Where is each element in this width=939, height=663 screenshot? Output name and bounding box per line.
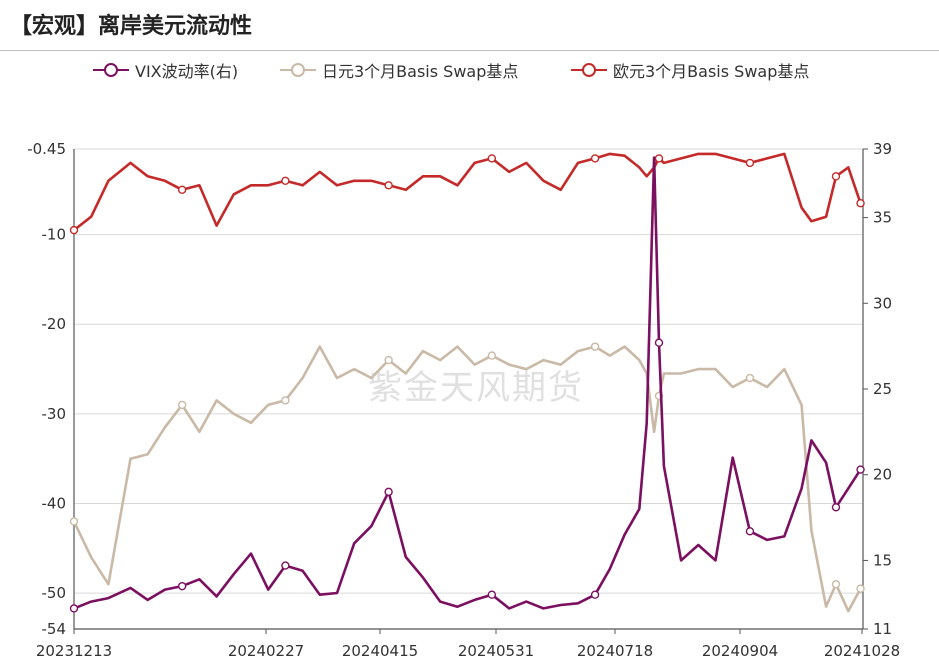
series-line-jpy bbox=[72, 345, 862, 613]
x-tick-label: 20241028 bbox=[824, 642, 900, 660]
data-point-eur bbox=[831, 172, 841, 181]
legend-label-eur: 欧元3个月Basis Swap基点 bbox=[613, 62, 810, 81]
legend-label-jpy: 日元3个月Basis Swap基点 bbox=[322, 62, 519, 81]
y-left-tick-label: -10 bbox=[42, 226, 67, 244]
y-left-tick-label: -54 bbox=[42, 620, 67, 638]
legend-label-vix: VIX波动率(右) bbox=[135, 62, 239, 81]
series-line-vix bbox=[73, 156, 862, 610]
data-point-eur bbox=[281, 176, 290, 186]
data-point-eur bbox=[590, 154, 600, 163]
data-point-vix bbox=[654, 338, 664, 347]
y-right-tick-label: 25 bbox=[873, 380, 892, 398]
legend-marker-eur bbox=[571, 63, 607, 77]
x-tick-label: 20240718 bbox=[577, 642, 653, 660]
chart-legend: VIX波动率(右) 日元3个月Basis Swap基点 欧元3个月Basis S… bbox=[0, 58, 939, 84]
data-point-vix bbox=[69, 604, 79, 613]
x-tick-label: 20240904 bbox=[702, 642, 778, 660]
legend-circle-vix bbox=[104, 63, 118, 77]
data-point-eur bbox=[177, 185, 187, 194]
y-right-tick-label: 30 bbox=[873, 294, 892, 312]
y-right-tick-label: 20 bbox=[873, 466, 892, 484]
watermark: 紫金天风期货 bbox=[368, 368, 584, 408]
y-left-tick-label: -40 bbox=[42, 495, 67, 513]
data-point-jpy bbox=[831, 579, 841, 589]
legend-marker-jpy bbox=[280, 63, 316, 77]
data-point-jpy bbox=[69, 517, 79, 526]
data-point-vix bbox=[487, 590, 497, 599]
legend-item-eur[interactable]: 欧元3个月Basis Swap基点 bbox=[571, 58, 809, 82]
data-point-eur bbox=[384, 181, 393, 190]
x-tick-label: 20240531 bbox=[458, 642, 534, 660]
x-tick-label: 20240227 bbox=[228, 642, 304, 660]
data-point-jpy bbox=[177, 400, 187, 410]
data-point-vix bbox=[745, 527, 755, 536]
data-point-eur bbox=[745, 158, 755, 168]
data-point-eur bbox=[654, 154, 664, 163]
x-tick-label: 20231213 bbox=[36, 642, 112, 660]
data-point-eur bbox=[69, 225, 79, 235]
data-point-jpy bbox=[745, 373, 755, 383]
data-point-vix bbox=[281, 561, 290, 570]
legend-circle-jpy bbox=[291, 63, 305, 77]
data-point-vix bbox=[831, 503, 841, 512]
series-line-eur bbox=[73, 152, 862, 232]
y-left-tick-label: -30 bbox=[42, 405, 67, 423]
page-title: 【宏观】离岸美元流动性 bbox=[10, 14, 253, 39]
data-point-jpy bbox=[384, 355, 393, 365]
data-point-vix bbox=[856, 465, 865, 474]
y-right-tick-label: 39 bbox=[873, 140, 892, 158]
data-point-vix bbox=[384, 487, 393, 497]
y-left-tick-label: -20 bbox=[42, 315, 67, 333]
data-point-jpy bbox=[856, 584, 865, 593]
legend-item-jpy[interactable]: 日元3个月Basis Swap基点 bbox=[280, 58, 518, 82]
y-right-tick-label: 35 bbox=[873, 209, 892, 227]
legend-circle-eur bbox=[582, 63, 596, 77]
data-point-jpy bbox=[487, 351, 497, 360]
y-left-tick-label: -0.45 bbox=[27, 140, 66, 158]
data-point-eur bbox=[856, 199, 865, 208]
data-point-eur bbox=[487, 154, 497, 163]
data-point-jpy bbox=[281, 396, 290, 405]
title-divider bbox=[0, 50, 939, 51]
x-tick-label: 20240415 bbox=[342, 642, 418, 660]
data-point-vix bbox=[590, 590, 600, 599]
y-right-tick-label: 15 bbox=[873, 551, 892, 569]
y-right-tick-label: 11 bbox=[873, 620, 892, 638]
legend-marker-vix bbox=[93, 63, 129, 77]
legend-item-vix[interactable]: VIX波动率(右) bbox=[93, 58, 238, 82]
data-point-vix bbox=[177, 581, 187, 591]
y-left-tick-label: -50 bbox=[42, 584, 67, 602]
data-point-jpy bbox=[590, 342, 600, 351]
